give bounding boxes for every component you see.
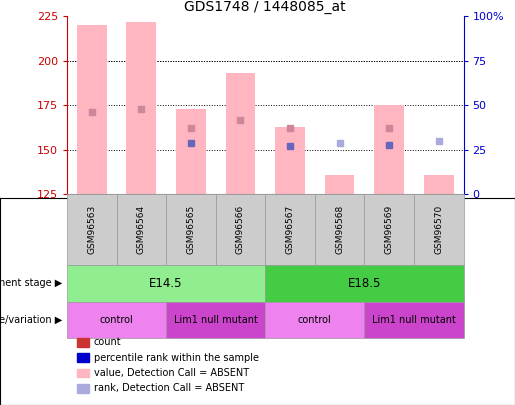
Text: control: control (99, 315, 133, 325)
Bar (166, 302, 265, 338)
Bar (424, 175, 454, 194)
Text: Lim1 null mutant: Lim1 null mutant (174, 315, 258, 325)
Text: GSM96563: GSM96563 (87, 205, 96, 254)
Bar (275, 127, 305, 194)
Bar (67, 194, 116, 265)
Bar (374, 105, 404, 194)
Bar (365, 194, 414, 265)
Bar (77, 369, 89, 377)
Bar (265, 302, 365, 338)
Bar (77, 384, 89, 393)
Text: genotype/variation ▶: genotype/variation ▶ (0, 315, 62, 325)
Text: Lim1 null mutant: Lim1 null mutant (372, 315, 456, 325)
Bar (226, 73, 255, 194)
Bar (116, 194, 166, 265)
Text: GSM96564: GSM96564 (137, 205, 146, 254)
Bar (265, 194, 315, 265)
Bar (67, 265, 265, 302)
Bar (77, 25, 107, 194)
Bar (216, 194, 265, 265)
Title: GDS1748 / 1448085_at: GDS1748 / 1448085_at (184, 0, 346, 14)
Text: percentile rank within the sample: percentile rank within the sample (94, 353, 259, 362)
Bar (265, 265, 464, 302)
Text: GSM96565: GSM96565 (186, 205, 195, 254)
Text: GSM96569: GSM96569 (385, 205, 393, 254)
Bar (324, 175, 354, 194)
Bar (77, 338, 89, 347)
Text: E14.5: E14.5 (149, 277, 183, 290)
Text: GSM96568: GSM96568 (335, 205, 344, 254)
Text: rank, Detection Call = ABSENT: rank, Detection Call = ABSENT (94, 384, 244, 393)
Bar (127, 21, 156, 194)
Text: GSM96566: GSM96566 (236, 205, 245, 254)
Bar (414, 194, 464, 265)
Bar (365, 302, 464, 338)
Bar (315, 194, 365, 265)
Bar (176, 109, 206, 194)
Text: GSM96567: GSM96567 (285, 205, 295, 254)
Bar (77, 353, 89, 362)
Text: value, Detection Call = ABSENT: value, Detection Call = ABSENT (94, 368, 249, 378)
Text: development stage ▶: development stage ▶ (0, 279, 62, 288)
Bar (67, 302, 166, 338)
Bar (166, 194, 216, 265)
Text: E18.5: E18.5 (348, 277, 381, 290)
Text: count: count (94, 337, 122, 347)
Text: control: control (298, 315, 332, 325)
Text: GSM96570: GSM96570 (434, 205, 443, 254)
